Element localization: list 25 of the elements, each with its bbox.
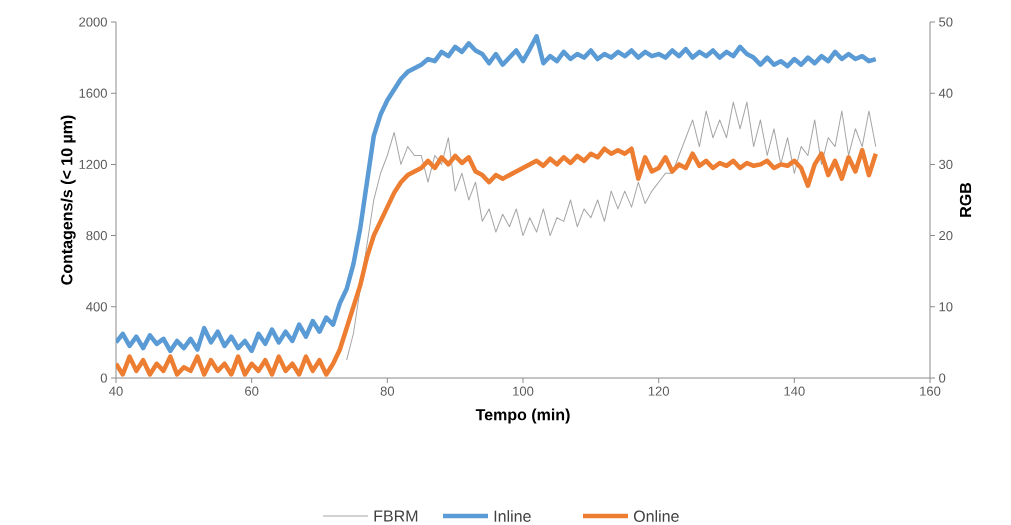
x-tick-label: 60 [245, 386, 259, 396]
y2-tick-label: 50 [939, 17, 953, 27]
x-tick-label: 140 [784, 386, 805, 396]
y2-tick-label: 40 [938, 88, 953, 98]
x-tick-label: 40 [109, 386, 123, 396]
x-axis-title: Tempo (min) [475, 408, 570, 424]
y2-axis-title: RGB [959, 182, 972, 217]
y2-tick-label: 30 [939, 159, 953, 169]
legend-label: Online [633, 510, 679, 522]
y-tick-label: 400 [86, 302, 107, 312]
y-tick-label: 2000 [79, 17, 107, 27]
y-axis-title: Contagens/s (< 10 µm) [60, 115, 76, 285]
y2-tick-label: 20 [939, 230, 953, 241]
y2-tick-label: 10 [939, 302, 953, 312]
x-tick-label: 100 [513, 386, 534, 396]
x-tick-label: 120 [648, 386, 670, 396]
y-tick-label: 1600 [79, 88, 107, 98]
x-tick-label: 160 [920, 386, 941, 396]
x-tick-label: 80 [380, 386, 395, 396]
y-tick-label: 1200 [79, 159, 107, 169]
y-tick-label: 0 [100, 373, 107, 383]
legend-label: Inline [494, 510, 531, 522]
legend-label: FBRM [374, 510, 418, 522]
y-tick-label: 800 [86, 230, 107, 241]
y2-tick-label: 0 [939, 373, 946, 383]
